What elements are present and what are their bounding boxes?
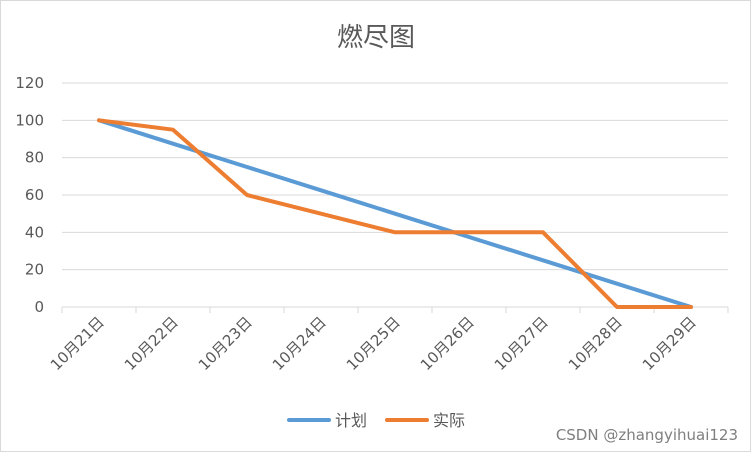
legend-label: 实际 [433,411,465,430]
y-tick-label: 100 [15,111,44,129]
x-tick-label: 10月25日 [343,313,404,374]
watermark-text: CSDN @zhangyihuai123 [556,426,738,444]
series-line-plan [97,118,693,309]
gridlines [62,82,728,308]
x-tick-label: 10月22日 [121,313,182,374]
y-tick-label: 20 [25,261,44,279]
series-lines [97,118,693,309]
x-tick-label: 10月29日 [639,313,700,374]
x-tick-label: 10月27日 [491,313,552,374]
y-tick-label: 60 [25,186,44,204]
y-tick-label: 120 [15,74,44,92]
x-tick-label: 10月28日 [565,313,626,374]
y-tick-label: 0 [34,298,44,316]
x-tick-label: 10月23日 [195,313,256,374]
legend: 计划 实际 [287,411,465,430]
x-tick-label: 10月21日 [47,313,108,374]
chart-title: 燃尽图 [337,23,415,53]
x-tick-label: 10月24日 [269,313,330,374]
y-tick-label: 40 [25,223,44,241]
series-line-actual [97,118,693,309]
x-tick-label: 10月26日 [417,313,478,374]
x-axis-ticks: 10月21日 10月22日 10月23日 10月24日 10月25日 10月26日 10月2… [47,307,729,374]
legend-label: 计划 [335,411,367,430]
y-axis-ticks: 0 20 40 60 80 100 120 [15,74,44,316]
y-tick-label: 80 [25,149,44,167]
